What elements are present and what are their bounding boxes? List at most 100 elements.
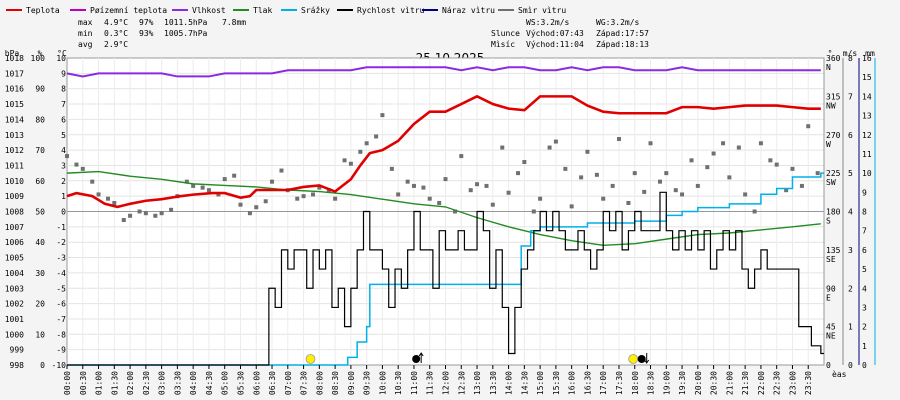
wind-direction-point: [516, 171, 521, 176]
dir-compass-label: E: [826, 293, 831, 302]
wind-direction-point: [758, 141, 763, 146]
hpa-tick-label: 998: [10, 361, 25, 370]
series-layer: [65, 66, 824, 366]
temp-tick-label: 0: [61, 208, 66, 217]
dir-compass-label: NE: [826, 332, 836, 341]
ms-tick-label: 4: [848, 208, 853, 217]
mm-tick-label: 15: [862, 73, 872, 82]
pct-tick-label: 70: [35, 146, 45, 155]
wind-direction-point: [657, 179, 662, 184]
wind-direction-point: [317, 185, 322, 190]
wind-direction-point: [443, 177, 448, 182]
min-humidity: 93%: [139, 29, 154, 38]
wind-gust-now: WG:3.2m/s: [596, 18, 640, 27]
x-tick-label: 06:00: [252, 371, 261, 395]
dir-compass-label: S: [826, 217, 831, 226]
wind-direction-point: [815, 171, 820, 176]
mm-tick-label: 1: [862, 342, 867, 351]
avg-label: avg: [78, 40, 93, 49]
mm-tick-label: 3: [862, 303, 867, 312]
markers-layer: [305, 352, 650, 364]
moonrise-arrow-head: [418, 352, 424, 357]
wind-direction-point: [238, 202, 243, 207]
hpa-axis-title: hPa: [5, 49, 20, 58]
wind-direction-point: [153, 213, 158, 218]
hpa-tick-label: 1006: [5, 238, 24, 247]
x-tick-label: 14:00: [505, 371, 514, 395]
wind-direction-point: [563, 166, 568, 171]
mm-tick-label: 8: [862, 208, 867, 217]
legend-label: Srážky: [301, 6, 330, 15]
wind-direction-point: [579, 175, 584, 180]
wind-direction-point: [500, 145, 505, 150]
moonset-marker: [637, 355, 646, 363]
sunset-marker: [628, 354, 639, 364]
wind-speed-line: [67, 191, 824, 366]
wind-direction-point: [642, 189, 647, 194]
wind-direction-point: [459, 154, 464, 159]
x-tick-label: 08:00: [315, 371, 324, 395]
wind-direction-point: [342, 158, 347, 163]
wind-direction-point: [752, 209, 757, 214]
legend: Teplota Pøízemní teplota Vlhkost Tlak Srážky…: [6, 6, 566, 15]
wind-direction-point: [616, 137, 621, 142]
wind-direction-point: [216, 192, 221, 197]
wind-direction-point: [90, 179, 95, 184]
dir-axis-title: °: [828, 49, 833, 58]
wind-direction-point: [405, 179, 410, 184]
hpa-tick-label: 1013: [5, 131, 24, 140]
hpa-tick-label: 1003: [5, 284, 24, 293]
ms-tick-label: 7: [848, 92, 853, 101]
hpa-tick-label: 1009: [5, 192, 24, 201]
ms-tick-label: 0: [848, 361, 853, 370]
x-tick-label: 09:00: [347, 371, 356, 395]
temp-tick-label: -2: [56, 238, 66, 247]
wind-direction-point: [585, 149, 590, 154]
wind-direction-point: [610, 183, 615, 188]
wind-direction-point: [727, 175, 732, 180]
hpa-tick-label: 1015: [5, 100, 24, 109]
hpa-tick-label: 1004: [5, 269, 24, 278]
min-pressure: 1005.7hPa: [164, 29, 208, 38]
pct-tick-label: 50: [35, 208, 45, 217]
humidity-line: [66, 66, 821, 78]
pct-tick-label: 0: [40, 361, 45, 370]
wind-direction-point: [169, 207, 174, 212]
temp-tick-label: 7: [61, 100, 66, 109]
wind-direction-point: [768, 158, 773, 163]
wind-direction-point: [594, 172, 599, 177]
dir-compass-label: SE: [826, 255, 836, 264]
mm-tick-label: 7: [862, 227, 867, 236]
mm-tick-label: 14: [862, 92, 872, 101]
wind-direction-point: [364, 141, 369, 146]
avg-temp: 2.9°C: [104, 40, 128, 49]
wind-direction-point: [191, 183, 196, 188]
wind-direction-point: [74, 162, 79, 167]
hpa-tick-label: 1001: [5, 315, 24, 324]
temp-tick-label: -1: [56, 223, 66, 232]
legend-label: Smìr vìtru: [518, 6, 566, 15]
dir-tick-label: 90: [826, 284, 836, 293]
x-tick-label: 23:00: [788, 371, 797, 395]
temp-axis-title: °C: [57, 49, 67, 58]
wind-direction-point: [774, 162, 779, 167]
sunrise-time: Východ:07:43: [526, 29, 584, 38]
grid: [67, 58, 824, 365]
wind-direction-point: [680, 192, 685, 197]
wind-direction-point: [799, 183, 804, 188]
temp-tick-label: 2: [61, 177, 66, 186]
x-axis: 00:00 00:30 01:00 01:30 02:00 02:30 03:00 03:30…: [63, 365, 813, 395]
wind-direction-point: [112, 200, 117, 205]
sun-label: Slunce: [491, 29, 520, 38]
wind-direction-point: [137, 209, 142, 214]
wind-direction-point: [380, 113, 385, 118]
dir-tick-label: 360: [826, 54, 841, 63]
x-tick-label: 05:30: [236, 371, 245, 395]
wind-direction-point: [389, 166, 394, 171]
wind-direction-point: [673, 188, 678, 193]
wind-direction-point: [348, 161, 353, 166]
wind-direction-point: [531, 209, 536, 214]
legend-label: Vlhkost: [192, 6, 226, 15]
min-temp: 0.3°C: [104, 29, 128, 38]
